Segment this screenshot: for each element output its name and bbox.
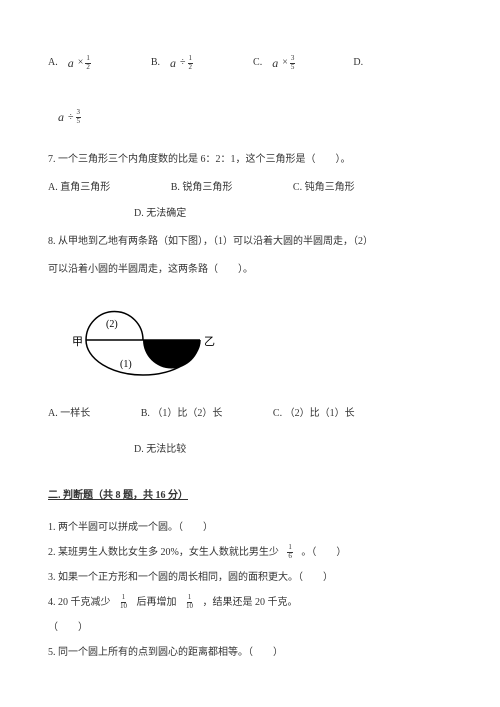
frac-half-1: 1 2: [85, 55, 91, 71]
diagram-label2: (2): [106, 319, 118, 330]
j5: 5. 同一个圆上所有的点到圆心的距离都相等。（ ）: [48, 642, 452, 664]
section2-title: 二. 判断题（共 8 题，共 16 分）: [48, 485, 452, 507]
q8-opt-b: B. （1）比（2）长: [141, 403, 223, 425]
opt-d-label: D.: [353, 52, 363, 74]
q7-opt-d: D. 无法确定: [134, 203, 452, 225]
q8-line2: 可以沿着小圆的半圆周走，这两条路（ ）。: [48, 259, 452, 281]
j4-frac1: 1 10: [119, 594, 128, 610]
q8-opt-c: C. （2）比（1）长: [273, 403, 355, 425]
q8-diagram: 甲 乙 (2) (1): [68, 295, 452, 389]
q6-options-row1: A. a × 1 2 B. a ÷ 1 2 C. a × 3 5 D.: [48, 50, 452, 76]
j4: 4. 20 千克减少 1 10 后再增加 1 10 ，结果还是 20 千克。: [48, 592, 452, 614]
j2-frac: 1 6: [287, 544, 293, 560]
q7-opt-a: A. 直角三角形: [48, 177, 110, 199]
q8-line1: 8. 从甲地到乙地有两条路（如下图），（1）可以沿着大圆的半圆周走，（2）: [48, 231, 452, 253]
diagram-jia: 甲: [72, 336, 83, 348]
opt-a-label: A.: [48, 52, 58, 74]
j1: 1. 两个半圆可以拼成一个圆。（ ）: [48, 517, 452, 539]
frac-tf-1: 3 5: [290, 55, 296, 71]
diagram-label1: (1): [120, 359, 132, 370]
q7-opt-b: B. 锐角三角形: [171, 177, 233, 199]
formula-b: a ÷ 1 2: [170, 50, 193, 76]
q8-opt-d: D. 无法比较: [134, 439, 452, 461]
q7-choices: A. 直角三角形 B. 锐角三角形 C. 钝角三角形: [48, 177, 452, 199]
j2: 2. 某班男生人数比女生多 20%，女生人数就比男生少 1 6 。（ ）: [48, 542, 452, 564]
opt-b-label: B.: [151, 52, 160, 74]
frac-tf-2: 3 5: [76, 109, 82, 125]
frac-half-2: 1 2: [188, 55, 194, 71]
diagram-yi: 乙: [204, 335, 215, 348]
j4-frac2: 1 10: [185, 594, 194, 610]
j3: 3. 如果一个正方形和一个圆的周长相同，圆的面积更大。（ ）: [48, 567, 452, 589]
q7-opt-c: C. 钝角三角形: [293, 177, 355, 199]
q8-opt-a: A. 一样长: [48, 403, 90, 425]
formula-d-standalone: a ÷ 3 5: [58, 104, 452, 130]
j4-paren: （ ）: [48, 617, 452, 639]
opt-c-label: C.: [253, 52, 262, 74]
formula-a1: a × 1 2: [68, 50, 91, 76]
q7-text: 7. 一个三角形三个内角度数的比是 6：2：1，这个三角形是（ ）。: [48, 149, 452, 171]
q8-choices: A. 一样长 B. （1）比（2）长 C. （2）比（1）长: [48, 403, 452, 425]
formula-c: a × 3 5: [272, 50, 295, 76]
